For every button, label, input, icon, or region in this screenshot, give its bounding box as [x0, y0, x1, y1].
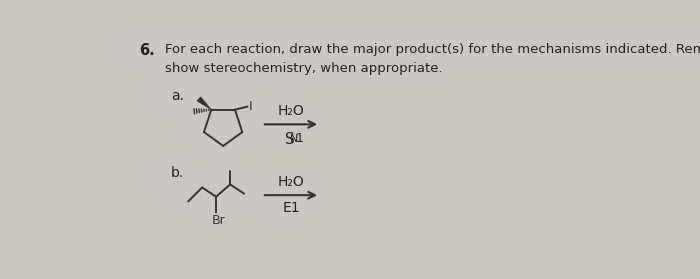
Polygon shape: [197, 97, 211, 110]
Text: a.: a.: [172, 89, 184, 103]
Text: H₂O: H₂O: [278, 175, 304, 189]
Text: For each reaction, draw the major product(s) for the mechanisms indicated. Remem: For each reaction, draw the major produc…: [165, 43, 700, 75]
Text: N: N: [290, 134, 298, 144]
Text: S: S: [285, 132, 295, 147]
Text: H₂O: H₂O: [278, 104, 304, 118]
Text: b.: b.: [172, 166, 184, 180]
Text: 6.: 6.: [139, 43, 155, 58]
Text: 1: 1: [295, 132, 304, 145]
Text: Br: Br: [211, 214, 225, 227]
Text: E1: E1: [282, 201, 300, 215]
Text: I: I: [249, 100, 253, 113]
